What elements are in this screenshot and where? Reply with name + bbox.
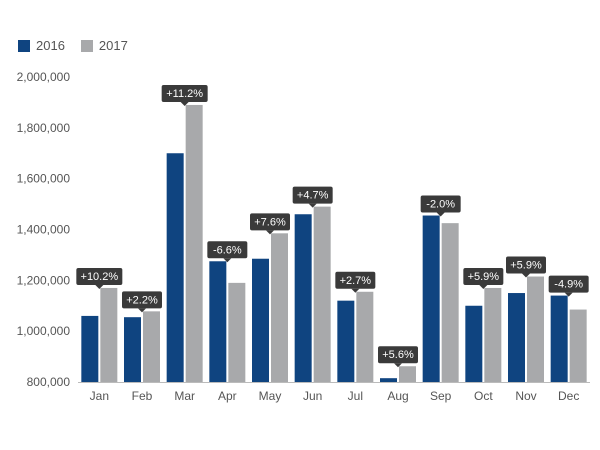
bar-2017 bbox=[484, 287, 502, 382]
bar-2017 bbox=[271, 233, 288, 382]
x-tick-label: Jul bbox=[348, 389, 363, 403]
bar-2016 bbox=[81, 315, 99, 382]
legend-label-2017: 2017 bbox=[98, 38, 128, 53]
bar-2017 bbox=[527, 276, 544, 382]
x-tick-label: Apr bbox=[218, 389, 237, 403]
bar-2017 bbox=[143, 311, 160, 382]
x-tick-label: Feb bbox=[132, 389, 153, 403]
bar-2016 bbox=[209, 261, 227, 382]
change-callout-pointer bbox=[436, 212, 445, 217]
change-callout bbox=[548, 275, 589, 293]
change-callout-pointer bbox=[223, 258, 232, 263]
change-label: +7.6% bbox=[254, 216, 286, 228]
bar-2016 bbox=[166, 153, 184, 382]
bar-2016 bbox=[337, 300, 355, 382]
change-callout bbox=[292, 186, 333, 204]
x-tick-label: Jun bbox=[303, 389, 322, 403]
change-label: +5.6% bbox=[382, 349, 414, 361]
change-callout bbox=[207, 241, 248, 259]
change-label: -4.9% bbox=[554, 279, 583, 291]
change-callout bbox=[335, 271, 376, 289]
y-tick-label: 1,000,000 bbox=[17, 324, 71, 338]
change-callout bbox=[420, 195, 461, 213]
change-label: +11.2% bbox=[166, 88, 203, 100]
y-tick-label: 2,000,000 bbox=[17, 70, 71, 84]
change-callout bbox=[76, 267, 123, 285]
change-label: +5.9% bbox=[468, 271, 500, 283]
change-callout-pointer bbox=[138, 308, 146, 313]
change-label: +5.9% bbox=[510, 260, 542, 272]
legend-label-2016: 2016 bbox=[36, 38, 65, 53]
change-callout-pointer bbox=[479, 284, 488, 289]
change-callout-pointer bbox=[266, 230, 274, 235]
bar-2016 bbox=[294, 214, 312, 382]
change-callout bbox=[250, 213, 290, 231]
x-tick-label: Sep bbox=[430, 389, 452, 403]
legend-item-2016: 2016 bbox=[18, 38, 65, 53]
y-tick-label: 1,800,000 bbox=[17, 121, 71, 135]
x-tick-label: Dec bbox=[558, 389, 579, 403]
x-tick-label: Aug bbox=[387, 389, 408, 403]
bar-2016 bbox=[422, 215, 440, 382]
change-callout-pointer bbox=[308, 203, 317, 208]
bar-2016 bbox=[380, 378, 397, 382]
change-label: -2.0% bbox=[426, 199, 455, 211]
change-label: +10.2% bbox=[81, 271, 119, 283]
legend-item-2017: 2017 bbox=[80, 38, 128, 53]
change-callout bbox=[161, 84, 208, 102]
bar-2016 bbox=[508, 293, 525, 382]
legend-swatch-2016 bbox=[18, 39, 30, 52]
x-tick-label: Nov bbox=[515, 389, 536, 403]
bar-2017 bbox=[441, 223, 459, 382]
x-tick-label: Oct bbox=[474, 389, 493, 403]
bar-2016 bbox=[465, 305, 483, 382]
bar-2016 bbox=[124, 317, 141, 382]
bar-2017 bbox=[228, 282, 246, 382]
y-tick-label: 1,400,000 bbox=[17, 223, 71, 237]
change-label: +2.7% bbox=[340, 275, 372, 287]
x-tick-label: Jan bbox=[90, 389, 109, 403]
bar-2017 bbox=[313, 206, 331, 382]
change-callout-pointer bbox=[522, 273, 530, 278]
bar-2017 bbox=[185, 104, 203, 382]
change-label: -6.6% bbox=[213, 244, 242, 256]
change-callout-pointer bbox=[351, 288, 360, 293]
bar-2017 bbox=[100, 287, 118, 382]
change-callout bbox=[378, 346, 418, 364]
change-callout bbox=[506, 256, 546, 274]
y-tick-label: 1,600,000 bbox=[17, 172, 71, 186]
change-callout-pointer bbox=[180, 101, 189, 106]
change-callout-pointer bbox=[564, 292, 573, 297]
y-tick-label: 1,200,000 bbox=[17, 273, 71, 287]
change-callout bbox=[463, 267, 504, 285]
change-callout-pointer bbox=[95, 284, 104, 289]
bar-2016 bbox=[550, 295, 568, 382]
bar-2017 bbox=[399, 366, 416, 382]
change-callout-pointer bbox=[394, 363, 402, 368]
bar-2017 bbox=[569, 309, 587, 382]
change-callout bbox=[122, 291, 162, 309]
change-label: +4.7% bbox=[297, 190, 329, 202]
x-tick-label: May bbox=[259, 389, 282, 403]
x-tick-label: Mar bbox=[174, 389, 195, 403]
legend-swatch-2017 bbox=[80, 39, 93, 52]
change-label: +2.2% bbox=[126, 294, 158, 306]
bar-2017 bbox=[356, 291, 374, 382]
y-tick-label: 800,000 bbox=[27, 375, 71, 389]
bar-2016 bbox=[252, 258, 269, 382]
legend: 2016 2017 bbox=[18, 38, 144, 53]
